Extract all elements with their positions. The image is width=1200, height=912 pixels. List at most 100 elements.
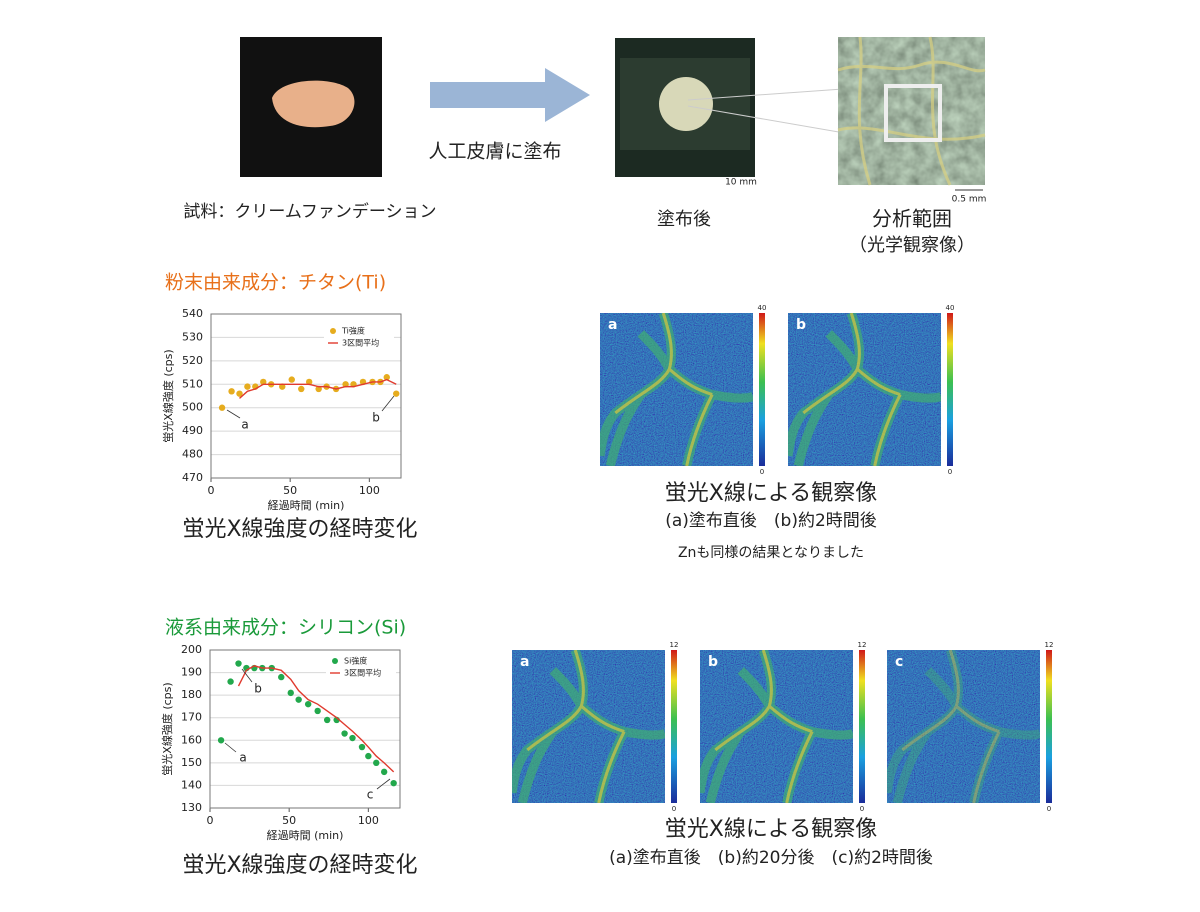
section-heading: 粉末由来成分：チタン(Ti) (165, 272, 386, 294)
legend-label: 3区間平均 (344, 668, 381, 678)
x-tick-label: 50 (283, 484, 297, 497)
data-point (287, 689, 294, 697)
map-label: c (895, 654, 903, 670)
colorbar-tick: 0 (948, 468, 952, 476)
data-point (315, 385, 322, 393)
y-axis-title: 蛍光X線強度 (cps) (160, 682, 174, 775)
data-point (314, 707, 321, 715)
data-point (383, 374, 390, 381)
x-tick-label: 100 (358, 814, 379, 827)
y-tick-label: 200 (181, 643, 202, 656)
colorbar (947, 313, 953, 466)
data-point (341, 730, 348, 737)
legend-swatch (332, 658, 338, 664)
section-heading: 液系由来成分：シリコン(Si) (165, 617, 406, 639)
xrf-noise (700, 650, 853, 803)
data-point (358, 743, 366, 751)
maps-title: 蛍光X線による観察像 (665, 817, 877, 842)
step-label: 人工皮膚に塗布 (428, 140, 561, 163)
colorbar-tick: 12 (858, 641, 867, 649)
data-point (236, 390, 243, 397)
x-axis-title: 経過時間 (min) (268, 499, 345, 512)
y-tick-label: 490 (182, 424, 203, 437)
map-label: b (708, 654, 718, 670)
annotation: b (372, 411, 380, 425)
colorbar-tick: 0 (1047, 805, 1051, 813)
maps-title: 蛍光X線による観察像 (665, 481, 877, 506)
sample-label: 試料：クリームファンデーション (183, 201, 436, 222)
data-point (288, 376, 295, 383)
legend-bg (326, 655, 396, 667)
map-label: b (796, 317, 806, 333)
data-point (298, 385, 305, 393)
colorbar-tick: 12 (1045, 641, 1054, 649)
y-tick-label: 170 (181, 711, 202, 724)
texture-lines (837, 36, 986, 186)
xrf-noise (887, 650, 1040, 803)
data-point (217, 737, 225, 744)
data-point (342, 381, 349, 388)
data-point (227, 678, 234, 685)
colorbar-tick: 12 (670, 641, 679, 649)
data-point (393, 390, 400, 397)
y-tick-label: 190 (181, 666, 202, 679)
arrow (430, 68, 590, 122)
data-point (304, 700, 312, 708)
scale-label: 0.5 mm (952, 195, 987, 205)
y-tick-label: 530 (182, 330, 203, 343)
x-tick-label: 0 (207, 814, 214, 827)
y-tick-label: 540 (182, 307, 203, 320)
map-label: a (608, 317, 617, 333)
y-tick-label: 140 (181, 778, 202, 791)
y-tick-label: 510 (182, 377, 203, 390)
legend-label: 3区間平均 (342, 338, 379, 348)
data-point (365, 752, 372, 760)
after-label: 塗布後 (657, 208, 711, 230)
colorbar-tick: 40 (946, 304, 955, 312)
legend-bg (324, 325, 394, 337)
sample-blob (272, 80, 355, 128)
annotation: a (239, 751, 246, 765)
data-point (235, 660, 242, 667)
legend-bg (324, 337, 394, 349)
y-tick-label: 480 (182, 448, 203, 461)
colorbar (1046, 650, 1052, 803)
annotation: a (241, 418, 248, 432)
x-tick-label: 100 (359, 484, 380, 497)
colorbar (671, 650, 677, 803)
annotation: c (367, 788, 374, 802)
area-label: 分析範囲 (872, 207, 952, 231)
annotation: b (254, 682, 262, 696)
data-point (218, 404, 226, 411)
analysis-box (884, 84, 942, 142)
data-point (279, 383, 286, 390)
applied-spot (659, 77, 713, 131)
data-point (373, 759, 380, 767)
maps-caption: (a)塗布直後 (b)約20分後 (c)約2時間後 (609, 847, 933, 868)
data-point (228, 388, 235, 395)
area-note: （光学観察像） (849, 235, 975, 256)
colorbar-tick: 0 (760, 468, 764, 476)
xrf-noise (600, 313, 753, 466)
data-point (244, 383, 251, 390)
xrf-noise (512, 650, 665, 803)
plot-frame (209, 649, 401, 809)
legend-swatch (330, 328, 336, 334)
legend-label: Si強度 (344, 656, 367, 666)
chart-caption: 蛍光X線強度の経時変化 (182, 517, 417, 542)
data-point (380, 768, 388, 776)
y-tick-label: 180 (181, 688, 202, 701)
chart-caption: 蛍光X線強度の経時変化 (182, 853, 417, 878)
average-line (239, 378, 397, 399)
colorbar-tick: 0 (672, 805, 676, 813)
colorbar (859, 650, 865, 803)
colorbar (759, 313, 765, 466)
data-point (295, 696, 302, 703)
y-tick-label: 520 (182, 354, 203, 367)
x-axis-title: 経過時間 (min) (267, 829, 344, 842)
x-tick-label: 50 (282, 814, 296, 827)
average-line (237, 665, 395, 773)
x-tick-label: 0 (208, 484, 215, 497)
note: Znも同様の結果となりました (678, 545, 864, 561)
legend-bg (326, 667, 396, 679)
